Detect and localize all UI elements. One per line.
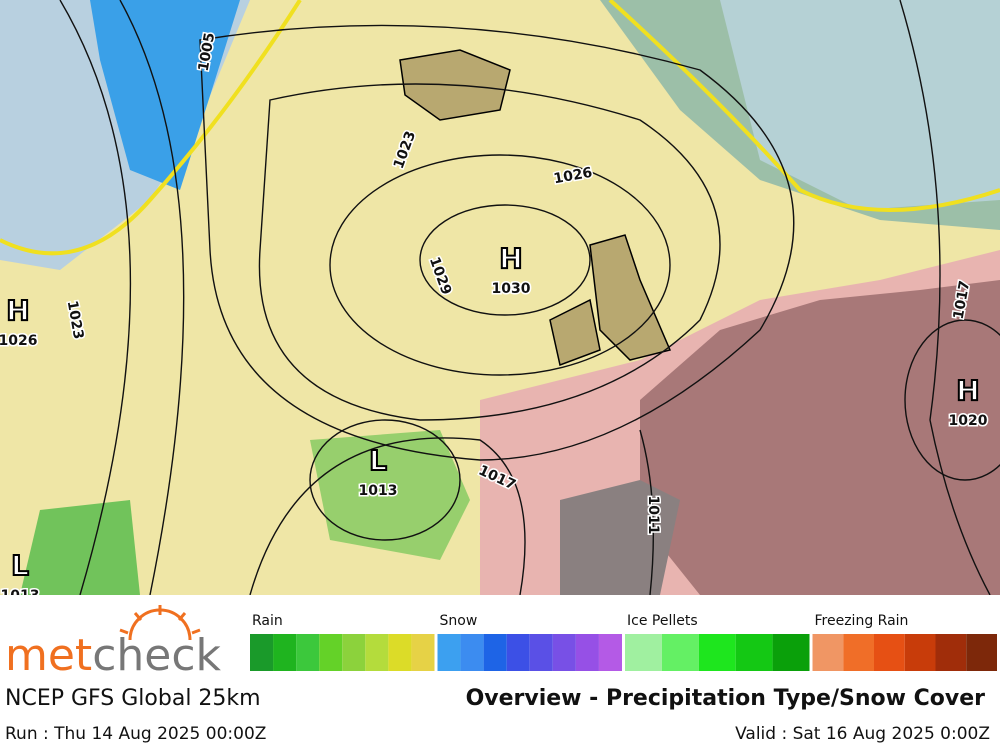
pressure-center-type: H bbox=[499, 242, 522, 275]
isobar bbox=[199, 24, 795, 461]
legend-swatch bbox=[388, 634, 412, 671]
legend-swatch bbox=[437, 634, 461, 671]
iberia-land bbox=[560, 480, 680, 595]
legend-swatch bbox=[529, 634, 553, 671]
legend-swatch bbox=[812, 634, 844, 671]
footer-background bbox=[0, 595, 1000, 749]
pressure-center-type: L bbox=[11, 549, 29, 582]
isobar bbox=[258, 83, 721, 421]
legend-swatch bbox=[411, 634, 435, 671]
north-cold-region bbox=[720, 0, 1000, 210]
legend-swatch bbox=[342, 634, 366, 671]
legend-swatch bbox=[460, 634, 484, 671]
pressure-center-value: 1026 bbox=[0, 333, 37, 349]
pressure-center-value: 1020 bbox=[949, 413, 988, 429]
isobar bbox=[639, 429, 655, 595]
pressure-center-type: H bbox=[6, 294, 29, 327]
legend-swatch bbox=[552, 634, 576, 671]
legend-swatch bbox=[843, 634, 874, 671]
legend-swatch bbox=[296, 634, 320, 671]
legend-swatch bbox=[575, 634, 599, 671]
isobar bbox=[899, 0, 991, 595]
isobar bbox=[329, 154, 671, 376]
legend-swatch bbox=[506, 634, 530, 671]
freezing-line bbox=[608, 0, 1000, 212]
rain-area bbox=[20, 500, 140, 595]
isobar bbox=[904, 319, 1000, 481]
legend-label: Freezing Rain bbox=[815, 613, 909, 629]
legend-swatch bbox=[874, 634, 905, 671]
greenland-snow bbox=[90, 0, 240, 190]
ireland bbox=[549, 298, 601, 367]
legend-swatch bbox=[625, 634, 662, 671]
legend-swatch bbox=[935, 634, 967, 671]
isobar-label: 1011 bbox=[645, 496, 661, 535]
model-name: NCEP GFS Global 25km bbox=[5, 686, 261, 711]
legend-swatch bbox=[598, 634, 622, 671]
map: H1030H1026L1013H1020L1013100510231026102… bbox=[0, 0, 1000, 604]
isobar bbox=[119, 0, 185, 595]
legend-swatch bbox=[483, 634, 507, 671]
pressure-center-value: 1013 bbox=[359, 483, 398, 499]
run-time: Run : Thu 14 Aug 2025 00:00Z bbox=[5, 724, 266, 744]
isobar bbox=[59, 0, 132, 595]
isobar bbox=[419, 204, 591, 316]
legend-swatch bbox=[698, 634, 736, 671]
legend-swatch bbox=[966, 634, 997, 671]
legend-swatch bbox=[365, 634, 389, 671]
logo: metcheck bbox=[5, 630, 222, 681]
logo-suffix: check bbox=[92, 630, 221, 681]
europe-land bbox=[640, 280, 1000, 595]
britain bbox=[589, 234, 672, 361]
isobar bbox=[309, 419, 461, 541]
map-title: Overview - Precipitation Type/Snow Cover bbox=[466, 686, 986, 711]
legend-label: Snow bbox=[440, 613, 478, 629]
legend-swatch bbox=[772, 634, 810, 671]
freezing-line bbox=[0, 0, 302, 256]
legend-label: Rain bbox=[252, 613, 283, 629]
pressure-center-value: 1030 bbox=[492, 281, 531, 297]
legend-swatch bbox=[735, 634, 773, 671]
legend-swatch bbox=[250, 634, 274, 671]
pressure-center-value: 1013 bbox=[1, 588, 40, 604]
legend-label: Ice Pellets bbox=[627, 613, 698, 629]
legend-swatch bbox=[319, 634, 343, 671]
logo-prefix: met bbox=[5, 630, 92, 681]
legend-swatch bbox=[661, 634, 699, 671]
valid-time: Valid : Sat 16 Aug 2025 0:00Z bbox=[735, 724, 990, 744]
legend-swatch bbox=[273, 634, 297, 671]
legend-swatch bbox=[904, 634, 936, 671]
pressure-center-type: L bbox=[369, 444, 387, 477]
isobar bbox=[249, 437, 526, 595]
pressure-center-type: H bbox=[956, 374, 979, 407]
logo-sun bbox=[119, 605, 201, 641]
